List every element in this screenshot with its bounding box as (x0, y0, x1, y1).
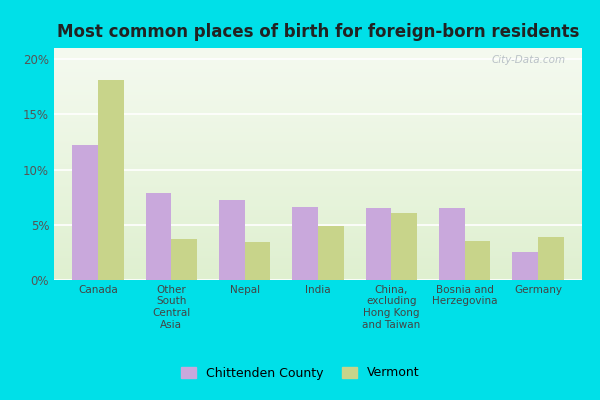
Bar (464, 241, 490, 280)
Bar (391, 213, 417, 280)
Text: City-Data.com: City-Data.com (492, 55, 566, 65)
Bar (219, 200, 245, 280)
Bar (512, 252, 538, 280)
Bar (538, 237, 563, 280)
Bar (172, 239, 197, 280)
Bar (245, 242, 271, 280)
Bar (365, 208, 391, 280)
Legend: Chittenden County, Vermont: Chittenden County, Vermont (175, 360, 425, 386)
Bar (439, 208, 464, 280)
Bar (146, 193, 172, 280)
Bar (292, 207, 318, 280)
Title: Most common places of birth for foreign-born residents: Most common places of birth for foreign-… (57, 23, 579, 41)
Bar (318, 226, 344, 280)
Bar (98, 80, 124, 280)
Bar (73, 145, 98, 280)
